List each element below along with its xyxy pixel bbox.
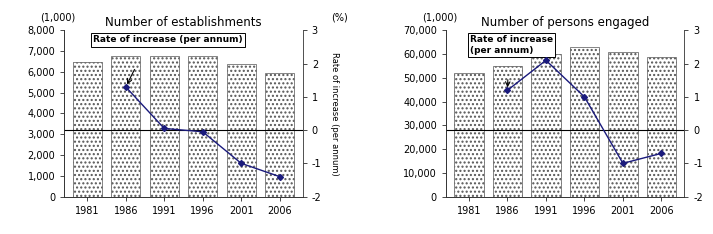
Title: Number of establishments: Number of establishments: [105, 16, 262, 29]
Bar: [227, 64, 256, 197]
Bar: [73, 62, 102, 197]
Bar: [454, 73, 483, 197]
Bar: [265, 73, 294, 197]
Bar: [570, 47, 599, 197]
Text: (1,000): (1,000): [422, 12, 457, 22]
Text: Rate of increase (per annum): Rate of increase (per annum): [93, 35, 242, 44]
Y-axis label: Rate of increase (per annum): Rate of increase (per annum): [330, 52, 339, 175]
Bar: [531, 54, 560, 197]
Bar: [188, 56, 217, 197]
Text: (%): (%): [332, 12, 348, 22]
Bar: [111, 56, 140, 197]
Bar: [647, 57, 676, 197]
Bar: [150, 56, 179, 197]
Text: (1,000): (1,000): [41, 12, 76, 22]
Title: Number of persons engaged: Number of persons engaged: [481, 16, 650, 29]
Bar: [608, 52, 637, 197]
Text: Rate of increase
(per annum): Rate of increase (per annum): [470, 35, 553, 55]
Y-axis label: Rate of increase (per annum): Rate of increase (per annum): [712, 52, 713, 175]
Bar: [493, 66, 522, 197]
